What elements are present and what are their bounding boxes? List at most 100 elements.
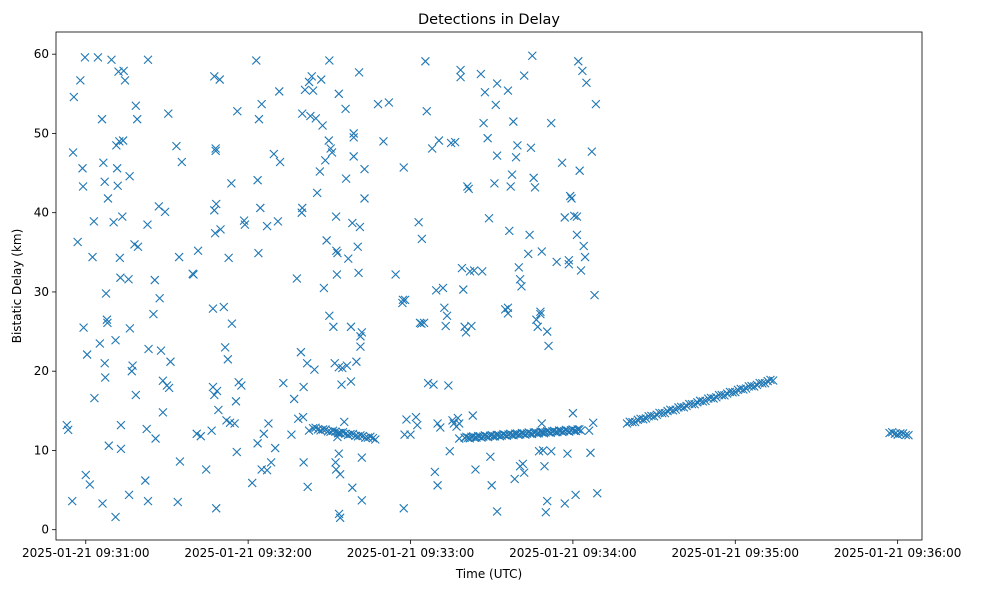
- data-point-marker: [335, 469, 345, 479]
- data-point-marker: [320, 155, 330, 165]
- data-point-marker: [251, 56, 261, 65]
- data-point-marker: [491, 100, 501, 110]
- data-point-marker: [253, 438, 263, 448]
- data-point-marker: [254, 248, 263, 258]
- y-tick-label: 40: [34, 206, 49, 220]
- data-point-marker: [315, 167, 325, 176]
- data-point-marker: [537, 247, 547, 256]
- data-point-marker: [766, 375, 775, 385]
- data-point-marker: [156, 346, 166, 355]
- data-point-marker: [101, 289, 111, 298]
- data-point-marker: [433, 480, 442, 490]
- data-point-marker: [120, 75, 130, 85]
- data-points: [62, 51, 913, 523]
- data-point-marker: [469, 266, 479, 275]
- data-point-marker: [302, 358, 312, 368]
- data-point-marker: [111, 335, 120, 345]
- data-point-marker: [124, 490, 134, 500]
- data-point-marker: [293, 414, 303, 424]
- data-point-marker: [227, 319, 237, 329]
- y-tick-label: 20: [34, 364, 49, 378]
- data-point-marker: [564, 255, 574, 265]
- data-point-marker: [435, 423, 445, 432]
- data-point-marker: [517, 282, 526, 291]
- data-point-marker: [303, 482, 313, 492]
- data-point-marker: [300, 85, 310, 95]
- data-point-marker: [563, 449, 572, 459]
- data-point-marker: [398, 295, 408, 305]
- data-point-marker: [211, 144, 221, 153]
- data-point-marker: [492, 507, 502, 516]
- data-point-marker: [151, 434, 160, 443]
- data-point-marker: [78, 163, 87, 173]
- data-point-marker: [622, 419, 632, 428]
- data-point-marker: [209, 205, 219, 215]
- data-point-marker: [480, 87, 490, 97]
- data-point-marker: [308, 86, 318, 96]
- data-point-marker: [124, 274, 133, 284]
- data-point-marker: [131, 390, 141, 400]
- data-point-marker: [232, 106, 242, 116]
- data-point-marker: [421, 56, 430, 66]
- data-point-marker: [384, 98, 394, 107]
- data-point-marker: [247, 478, 257, 488]
- x-tick-label: 2025-01-21 09:36:00: [834, 546, 961, 560]
- data-point-marker: [342, 361, 352, 371]
- data-point-marker: [568, 408, 578, 418]
- data-point-marker: [698, 396, 708, 406]
- data-point-marker: [541, 507, 551, 517]
- data-point-marker: [563, 426, 572, 436]
- data-point-marker: [649, 411, 659, 421]
- y-tick-label: 60: [34, 47, 49, 61]
- data-point-marker: [368, 433, 378, 443]
- data-point-marker: [324, 311, 334, 321]
- data-point-marker: [297, 203, 307, 213]
- data-point-marker: [515, 274, 525, 284]
- data-point-marker: [503, 303, 513, 313]
- data-point-marker: [98, 158, 108, 168]
- data-point-marker: [523, 249, 533, 259]
- data-point-marker: [357, 453, 367, 462]
- data-point-marker: [172, 141, 181, 151]
- y-axis-label: Bistatic Delay (km): [10, 229, 24, 344]
- data-point-marker: [582, 78, 591, 88]
- data-point-marker: [319, 283, 329, 293]
- data-point-marker: [339, 417, 349, 427]
- data-point-marker: [429, 380, 438, 390]
- data-point-marker: [573, 56, 583, 66]
- data-point-marker: [687, 399, 697, 409]
- data-point-marker: [177, 157, 187, 167]
- data-point-marker: [579, 241, 589, 251]
- data-point-marker: [347, 483, 357, 493]
- data-point-marker: [349, 152, 359, 161]
- x-axis: 2025-01-21 09:31:00 2025-01-21 09:32:00 20…: [22, 540, 961, 560]
- data-point-marker: [207, 426, 216, 436]
- data-point-marker: [507, 170, 517, 180]
- data-point-marker: [560, 213, 570, 222]
- data-point-marker: [220, 343, 230, 352]
- data-point-marker: [709, 394, 719, 403]
- data-point-marker: [533, 322, 543, 332]
- data-point-marker: [575, 166, 585, 176]
- data-point-marker: [531, 315, 541, 325]
- data-point-marker: [391, 270, 401, 279]
- data-point-marker: [652, 410, 662, 420]
- x-tick-label: 2025-01-21 09:35:00: [672, 546, 799, 560]
- data-point-marker: [546, 446, 556, 456]
- data-point-marker: [166, 357, 175, 367]
- data-point-marker: [331, 246, 341, 256]
- data-point-marker: [412, 420, 422, 430]
- data-point-marker: [103, 194, 113, 203]
- data-point-marker: [311, 113, 321, 123]
- data-point-marker: [347, 218, 357, 228]
- data-point-marker: [343, 254, 353, 264]
- data-point-marker: [483, 133, 493, 143]
- data-point-marker: [544, 341, 553, 351]
- data-point-marker: [117, 212, 127, 222]
- data-point-marker: [453, 413, 463, 423]
- data-point-marker: [679, 403, 689, 412]
- data-point-marker: [668, 405, 678, 415]
- data-point-marker: [113, 181, 123, 191]
- data-point-marker: [208, 304, 218, 313]
